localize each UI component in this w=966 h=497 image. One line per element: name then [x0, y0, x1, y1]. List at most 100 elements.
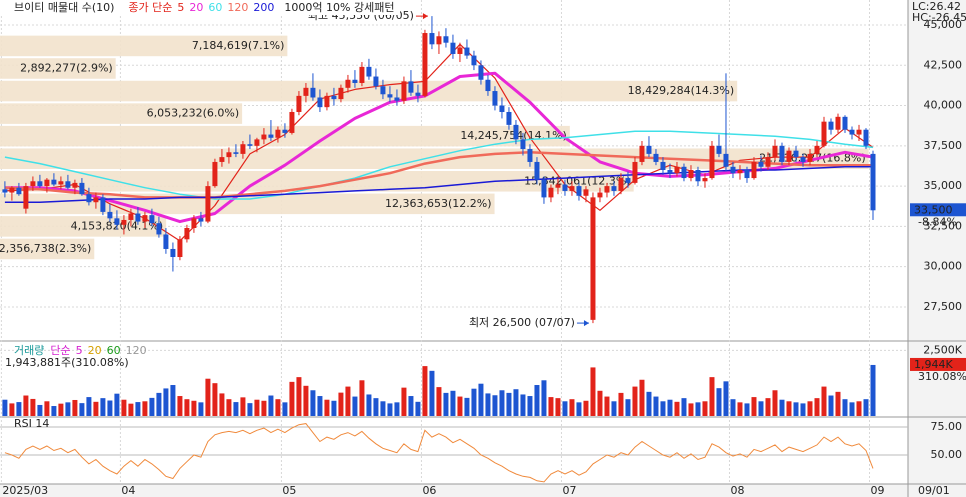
candle-body	[758, 161, 764, 167]
x-tick-label: 09	[870, 484, 884, 497]
volume-bar	[625, 399, 631, 416]
volume-bar	[730, 399, 736, 416]
y-tick-label: 32,500	[924, 219, 963, 232]
candle-body	[527, 149, 533, 162]
candle-body	[674, 166, 680, 174]
volume-bar	[688, 403, 694, 416]
volume-bar	[576, 402, 582, 416]
profile-label: 15,842,061(12.3%)	[524, 174, 631, 187]
right-axis-bg	[908, 0, 966, 497]
volume-bar	[814, 398, 820, 416]
candle-body	[863, 129, 869, 146]
candle-body	[436, 36, 442, 45]
candle-body	[240, 144, 246, 154]
y-tick-label: 30,000	[924, 260, 963, 273]
candle-body	[338, 87, 344, 100]
candle-body	[464, 47, 470, 56]
candle-body	[625, 178, 631, 183]
volume-bar	[156, 392, 162, 416]
volume-ma: 20	[88, 344, 102, 357]
profile-label: 6,053,232(6.0%)	[147, 107, 240, 120]
candle-body	[604, 186, 610, 193]
candle-body	[282, 129, 288, 133]
legend-ma: 60	[208, 1, 222, 14]
candle-body	[618, 178, 624, 191]
volume-bar	[135, 402, 141, 416]
candle-body	[324, 95, 330, 108]
candle-body	[695, 170, 701, 182]
volume-bar	[716, 388, 722, 416]
volume-bar	[835, 391, 841, 416]
volume-bar	[58, 403, 64, 416]
volume-legend: 거래량 단순 5 20 60 120	[14, 344, 147, 357]
volume-info: 1,943,881주(310.08%)	[5, 356, 129, 369]
candle-body	[135, 213, 141, 222]
volume-bar	[114, 393, 120, 416]
volume-bar	[856, 401, 862, 416]
volume-bar	[681, 398, 687, 416]
volume-bar	[261, 400, 267, 416]
x-tick-label: 05	[282, 484, 296, 497]
volume-bar	[338, 392, 344, 416]
volume-bar	[667, 399, 673, 416]
candle-body	[401, 81, 407, 101]
volume-bar	[450, 390, 456, 416]
bottom-axis-bg	[0, 484, 908, 497]
candle-body	[226, 152, 232, 158]
candle-body	[100, 197, 106, 212]
candle-body	[534, 161, 540, 180]
legend-bg	[0, 0, 400, 15]
candle-body	[205, 186, 211, 222]
volume-bar	[359, 380, 365, 416]
volume-bar	[387, 403, 393, 416]
candle-body	[835, 116, 841, 130]
volume-ma-label: 단순	[50, 344, 70, 357]
volume-bar	[520, 394, 526, 416]
candle-body	[597, 192, 603, 198]
last-price-label: 33,500	[914, 203, 953, 216]
volume-bar	[65, 402, 71, 416]
profile-bar	[0, 58, 116, 79]
rsi-tick-label: 50.00	[931, 448, 963, 461]
candle-body	[268, 134, 274, 138]
x-tick-label: 08	[730, 484, 744, 497]
candle-body	[702, 178, 708, 182]
volume-bar	[863, 399, 869, 416]
y-tick-label: 27,500	[924, 300, 963, 313]
candle-body	[198, 218, 204, 222]
volume-bar	[247, 403, 253, 416]
volume-last-label: 1,944K	[914, 358, 953, 371]
volume-bar	[149, 397, 155, 416]
ma-line	[4, 151, 873, 199]
candle-body	[849, 129, 855, 135]
volume-bar	[296, 377, 302, 416]
volume-bar	[324, 399, 330, 416]
volume-bar	[555, 398, 561, 416]
candle-body	[177, 239, 183, 258]
candle-body	[485, 79, 491, 92]
rsi-line	[4, 423, 874, 483]
candle-body	[121, 219, 127, 225]
volume-bar	[2, 399, 8, 416]
candle-body	[793, 150, 799, 158]
volume-bar	[485, 393, 491, 416]
candle-body	[639, 145, 645, 162]
volume-bar	[793, 402, 799, 416]
candle-body	[457, 47, 463, 54]
candle-body	[373, 76, 379, 87]
candle-body	[303, 87, 309, 96]
candle-body	[478, 65, 484, 80]
x-tick-label: 2025/03	[2, 484, 48, 497]
volume-last-change: 310.08%	[918, 370, 966, 383]
candle-body	[394, 97, 400, 101]
volume-bar	[513, 389, 519, 416]
volume-bar	[401, 387, 407, 416]
volume-bar	[240, 397, 246, 416]
candle-body	[555, 184, 561, 188]
volume-bar	[282, 402, 288, 416]
candle-body	[562, 184, 568, 191]
profile-bar	[0, 80, 738, 102]
candle-body	[233, 152, 239, 154]
candle-body	[814, 145, 820, 154]
candle-body	[2, 189, 8, 193]
